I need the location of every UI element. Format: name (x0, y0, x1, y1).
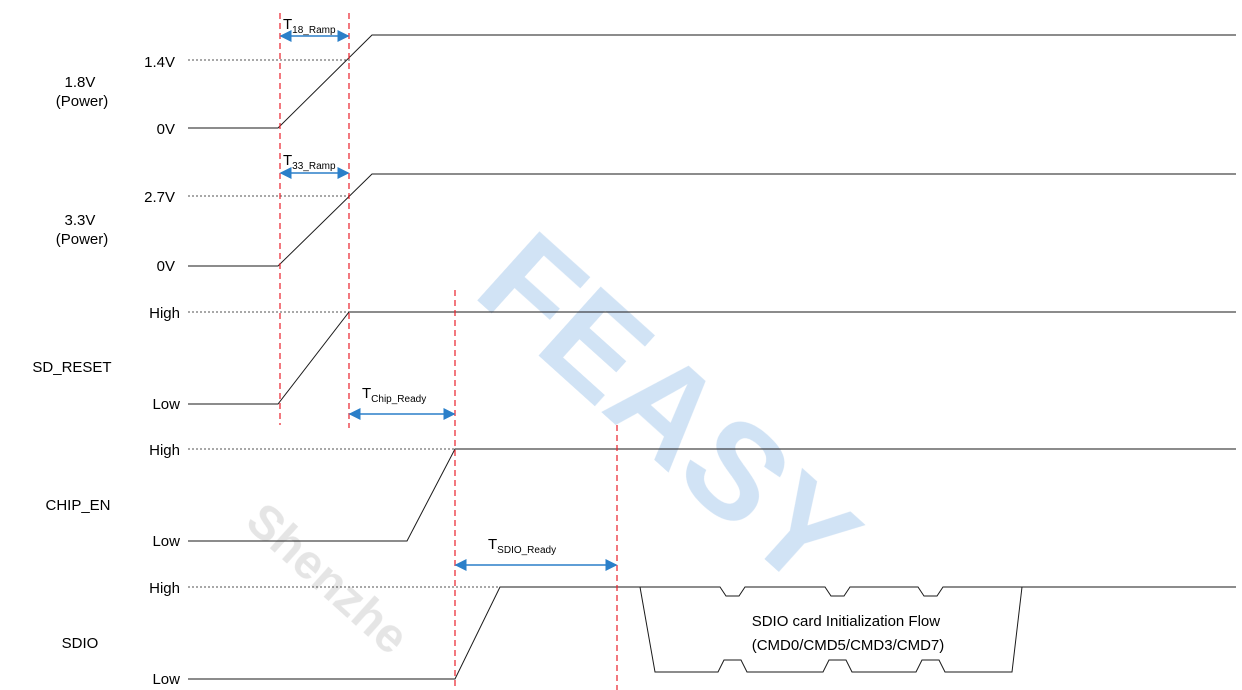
level-label-low: Low (152, 396, 180, 413)
level-label-high: High (149, 580, 180, 597)
watermark: FEASY Shenzhe (236, 204, 886, 665)
waveform (188, 34, 1236, 129)
timing-label: TChip_Ready (362, 385, 426, 405)
signal-1v8-power: 1.8V (Power) 1.4V 0V (56, 34, 1236, 138)
level-label-high: High (149, 442, 180, 459)
timing-t33-ramp: T33_Ramp (279, 152, 350, 179)
level-label-high: High (149, 305, 180, 322)
signal-label-sdio: SDIO (62, 635, 99, 652)
level-label-high: 1.4V (144, 54, 175, 71)
level-label-high: 2.7V (144, 189, 175, 206)
timing-label: T18_Ramp (283, 16, 336, 36)
signal-label-chip-en: CHIP_EN (45, 497, 110, 514)
timing-t18-ramp: T18_Ramp (279, 16, 350, 42)
timing-annotations: T18_Ramp T33_Ramp TChip_Ready TSDIO_Read… (279, 16, 618, 571)
waveform (188, 586, 640, 680)
sdio-init-flow-note: SDIO card Initialization Flow (CMD0/CMD5… (752, 613, 945, 654)
level-label-low: Low (152, 533, 180, 550)
timing-label: T33_Ramp (283, 152, 336, 172)
level-label-low: 0V (157, 121, 175, 138)
waveform (188, 448, 1236, 542)
timing-sdio-ready: TSDIO_Ready (454, 536, 618, 571)
signal-sdio: SDIO High Low SDIO card Initialization F… (62, 580, 1236, 688)
bus-upper-edge (640, 586, 1236, 597)
signal-3v3-power: 3.3V (Power) 2.7V 0V (56, 173, 1236, 275)
timing-label: TSDIO_Ready (488, 536, 556, 556)
bus-lower-edge (639, 586, 1023, 673)
signal-label-3v3: 3.3V (Power) (56, 212, 109, 248)
signal-label-1v8: 1.8V (Power) (56, 74, 109, 110)
timing-markers (279, 13, 618, 690)
timing-chip-ready: TChip_Ready (348, 385, 456, 420)
signal-label-sd-reset: SD_RESET (32, 359, 111, 376)
level-label-low: 0V (157, 258, 175, 275)
level-label-low: Low (152, 671, 180, 688)
watermark-company: Shenzhe (236, 493, 418, 664)
signal-chip-en: CHIP_EN High Low (45, 442, 1236, 550)
waveform (188, 173, 1236, 267)
waveform (188, 311, 1236, 405)
signal-sd-reset: SD_RESET High Low (32, 305, 1236, 413)
